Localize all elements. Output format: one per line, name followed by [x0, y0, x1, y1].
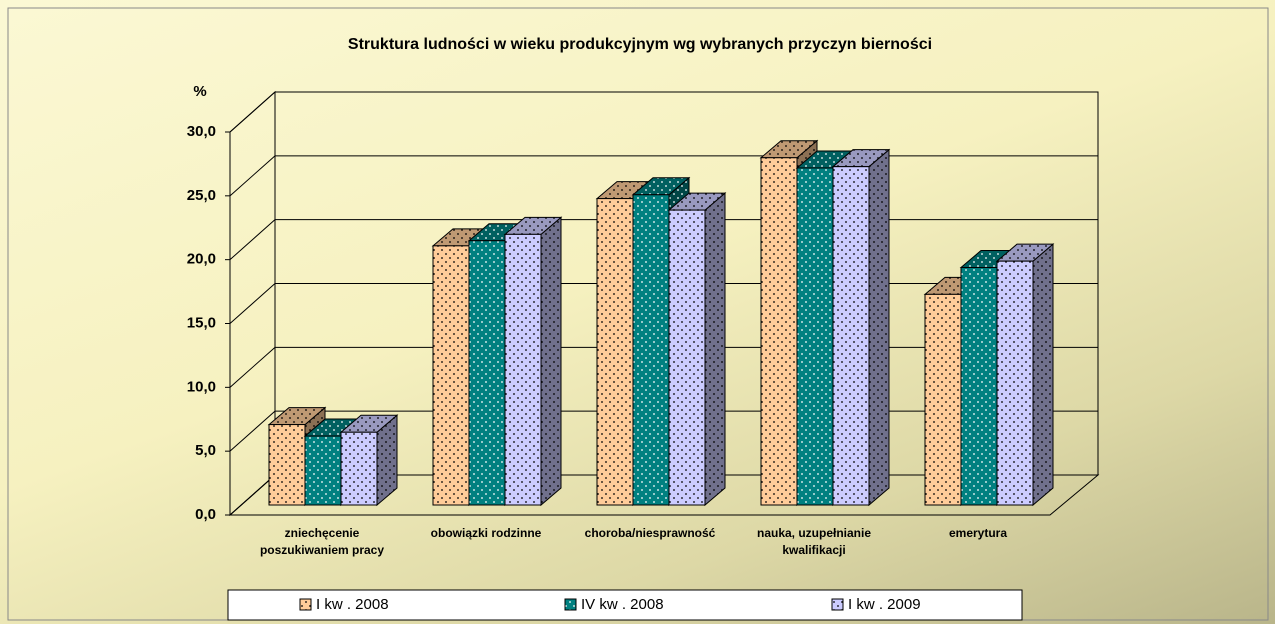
bar: [760, 157, 798, 506]
bar: [960, 267, 998, 506]
y-tick-label: 15,0: [187, 314, 216, 331]
x-tick-label: zniechęcenie poszukiwaniem pracy: [259, 526, 385, 557]
bar-side: [1032, 243, 1054, 507]
bar: [596, 198, 634, 506]
x-tick-label: nauka, uzupełnianie kwalifikacji: [756, 526, 872, 557]
y-tick-label: 0,0: [195, 506, 216, 523]
bar: [996, 260, 1034, 506]
grid-line: [229, 155, 276, 197]
bar: [268, 424, 306, 506]
y-axis-label: %: [193, 83, 206, 100]
x-tick-label: obowiązki rodzinne: [430, 526, 542, 540]
x-tick-label: choroba/niesprawność: [584, 526, 716, 540]
grid-line: [229, 410, 276, 452]
legend-marker: [299, 598, 312, 611]
bar: [304, 435, 342, 506]
chart-title: Struktura ludności w wieku produkcyjnym …: [348, 36, 932, 53]
bar: [796, 167, 834, 506]
bar: [468, 240, 506, 506]
x-tick-label: emerytura: [948, 526, 1008, 540]
y-tick-label: 25,0: [187, 187, 216, 204]
bar-side: [704, 192, 726, 507]
legend-label: IV kw . 2008: [581, 596, 664, 613]
legend-marker: [831, 598, 844, 611]
bar: [924, 293, 962, 506]
grid-line: [229, 346, 276, 388]
bar: [632, 194, 670, 506]
bar: [432, 245, 470, 506]
legend-label: I kw . 2008: [316, 596, 389, 613]
y-tick-label: 20,0: [187, 251, 216, 268]
bar: [832, 166, 870, 506]
legend-box: [227, 589, 1023, 621]
bar: [504, 233, 542, 506]
bar-side: [540, 216, 562, 507]
legend-label: I kw . 2009: [848, 596, 921, 613]
legend-marker: [564, 598, 577, 611]
grid-line: [229, 219, 276, 261]
bar: [668, 209, 706, 506]
grid-line: [229, 91, 276, 133]
grid-line: [229, 474, 276, 516]
grid-line: [229, 283, 276, 324]
bar-side: [868, 148, 890, 507]
y-tick-label: 30,0: [187, 123, 216, 140]
y-tick-label: 10,0: [187, 378, 216, 395]
bar: [340, 431, 378, 506]
y-tick-label: 5,0: [195, 442, 216, 459]
